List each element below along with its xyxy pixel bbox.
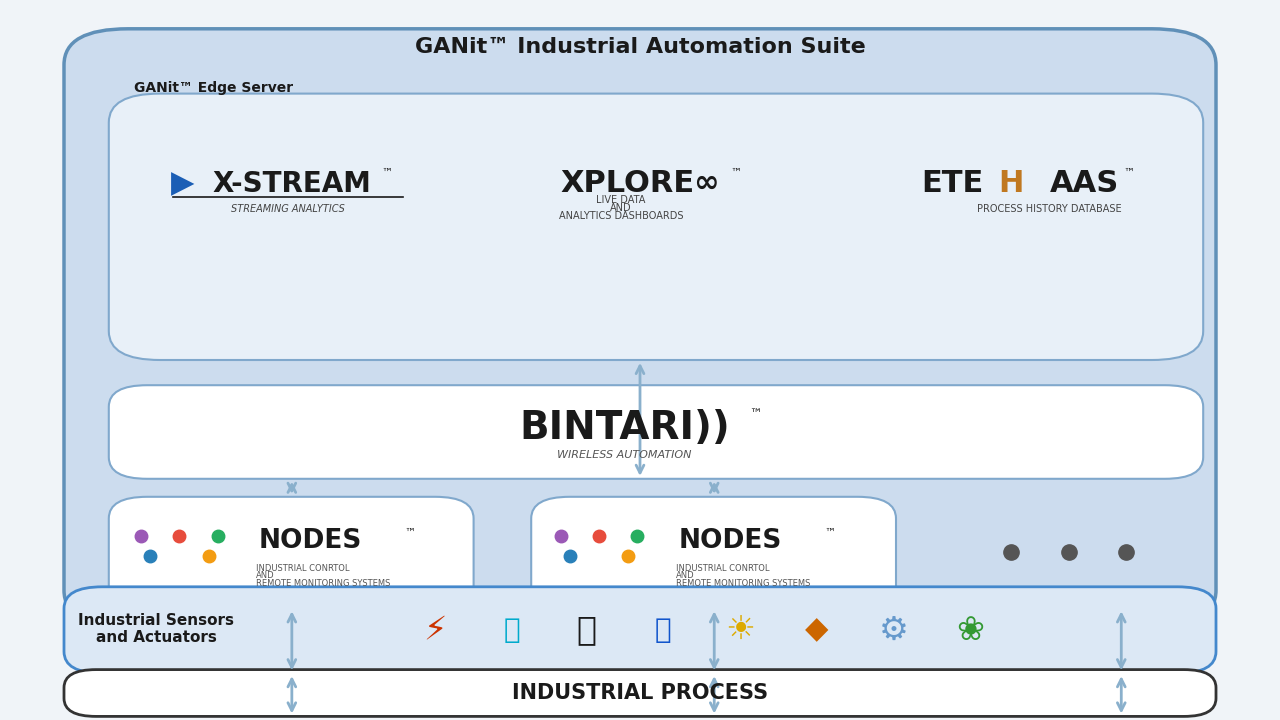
Text: REMOTE MONITORING SYSTEMS: REMOTE MONITORING SYSTEMS (256, 579, 390, 588)
Text: ❀: ❀ (956, 613, 984, 647)
Text: ™: ™ (381, 168, 392, 178)
Text: PROCESS HISTORY DATABASE: PROCESS HISTORY DATABASE (978, 204, 1121, 214)
Text: GANit™ Edge Server: GANit™ Edge Server (134, 81, 293, 95)
Text: AND: AND (676, 572, 695, 580)
Text: INDUSTRIAL CONRTOL: INDUSTRIAL CONRTOL (676, 564, 769, 573)
Text: STREAMING ANALYTICS: STREAMING ANALYTICS (232, 204, 344, 214)
Text: INDUSTRIAL PROCESS: INDUSTRIAL PROCESS (512, 683, 768, 703)
Text: ⚡: ⚡ (424, 613, 447, 647)
Text: Industrial Sensors: Industrial Sensors (78, 613, 234, 628)
Text: WIRELESS AUTOMATION: WIRELESS AUTOMATION (557, 450, 692, 460)
FancyBboxPatch shape (64, 29, 1216, 626)
FancyBboxPatch shape (64, 670, 1216, 716)
Text: NODES: NODES (678, 528, 782, 554)
Text: and Actuators: and Actuators (96, 630, 216, 644)
Text: ™: ™ (731, 168, 741, 178)
Text: ⚙: ⚙ (878, 613, 909, 647)
Text: REMOTE MONITORING SYSTEMS: REMOTE MONITORING SYSTEMS (676, 579, 810, 588)
FancyBboxPatch shape (109, 385, 1203, 479)
Text: BINTARI)): BINTARI)) (520, 410, 730, 447)
FancyBboxPatch shape (109, 497, 474, 608)
Text: ⦿: ⦿ (576, 613, 596, 647)
Text: ANALYTICS DASHBOARDS: ANALYTICS DASHBOARDS (558, 211, 684, 221)
Text: ☀: ☀ (724, 613, 755, 647)
Text: AND: AND (611, 203, 631, 213)
Text: ▶: ▶ (172, 169, 195, 198)
Text: INDUSTRIAL CONRTOL: INDUSTRIAL CONRTOL (256, 564, 349, 573)
FancyBboxPatch shape (109, 94, 1203, 360)
Text: XPLORE∞: XPLORE∞ (561, 169, 719, 198)
Text: GANit™ Industrial Automation Suite: GANit™ Industrial Automation Suite (415, 37, 865, 57)
Text: 🎥: 🎥 (655, 616, 671, 644)
FancyBboxPatch shape (531, 497, 896, 608)
Text: ™: ™ (749, 408, 762, 420)
FancyBboxPatch shape (64, 587, 1216, 673)
Text: AAS: AAS (1050, 169, 1119, 198)
Text: H: H (998, 169, 1024, 198)
Text: ◆: ◆ (805, 616, 828, 644)
Text: ™: ™ (1124, 168, 1134, 178)
Text: ™: ™ (404, 528, 415, 538)
Text: ETE: ETE (920, 169, 983, 198)
Text: AND: AND (256, 572, 275, 580)
Text: NODES: NODES (259, 528, 362, 554)
Text: ™: ™ (824, 528, 835, 538)
Text: X-STREAM: X-STREAM (212, 170, 371, 197)
Text: 🌡: 🌡 (504, 616, 520, 644)
Text: LIVE DATA: LIVE DATA (596, 195, 645, 205)
